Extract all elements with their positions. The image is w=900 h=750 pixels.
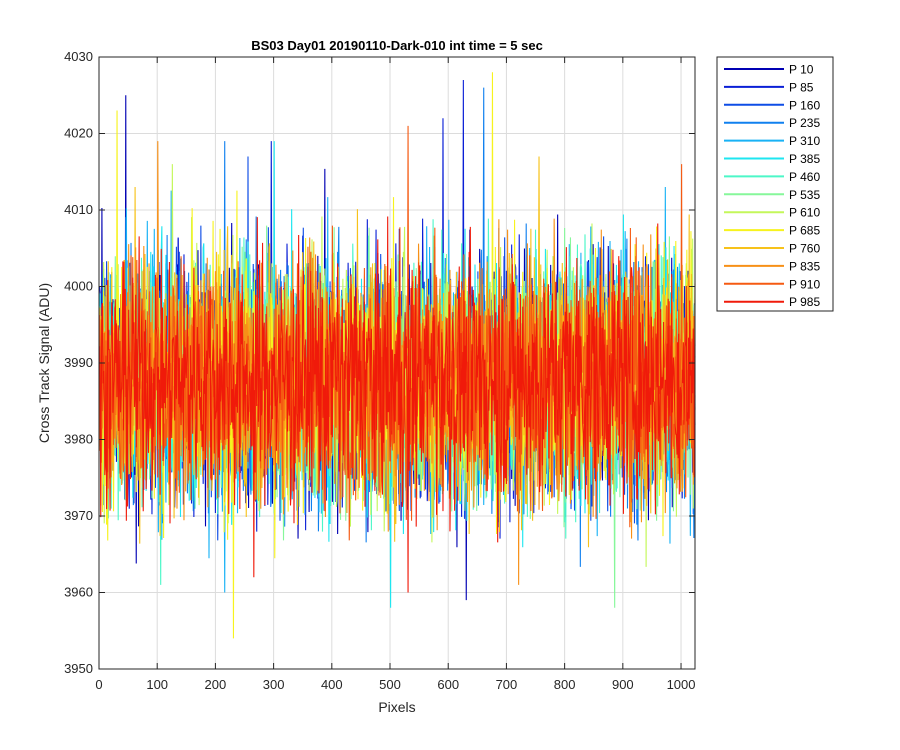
legend-label: P 910 (789, 277, 820, 291)
legend-label: P 235 (789, 116, 820, 130)
legend-item[interactable]: P 985 (724, 295, 820, 309)
x-tick-labels: 0 100 200 300 400 500 600 700 800 900 1000 (95, 677, 695, 692)
chart-title: BS03 Day01 20190110-Dark-010 int time = … (251, 38, 543, 53)
legend-item[interactable]: P 910 (724, 277, 820, 291)
x-tick-label: 500 (379, 677, 401, 692)
x-tick-label: 900 (612, 677, 634, 692)
legend-label: P 985 (789, 295, 820, 309)
y-tick-label: 4030 (64, 49, 93, 64)
y-axis-label: Cross Track Signal (ADU) (36, 283, 52, 443)
series-layer (99, 72, 696, 639)
x-tick-label: 0 (95, 677, 102, 692)
legend-item[interactable]: P 385 (724, 152, 820, 166)
legend-item[interactable]: P 835 (724, 259, 820, 273)
series-line (99, 216, 696, 593)
x-tick-label: 800 (554, 677, 576, 692)
legend-item[interactable]: P 85 (724, 80, 814, 94)
legend-item[interactable]: P 460 (724, 170, 820, 184)
legend-label: P 310 (789, 134, 820, 148)
legend-label: P 85 (789, 80, 814, 94)
legend-items: P 10 P 85 P 160 P 235 P 310 P 385 P 460 P 535 P … (724, 63, 820, 309)
legend-label: P 160 (789, 98, 820, 112)
legend-label: P 460 (789, 170, 820, 184)
x-tick-label: 600 (437, 677, 459, 692)
legend-item[interactable]: P 685 (724, 224, 820, 238)
y-tick-label: 3960 (64, 585, 93, 600)
y-tick-label: 3950 (64, 661, 93, 676)
legend-item[interactable]: P 310 (724, 134, 820, 148)
legend-item[interactable]: P 235 (724, 116, 820, 130)
y-tick-label: 3990 (64, 355, 93, 370)
legend-item[interactable]: P 535 (724, 188, 820, 202)
legend[interactable]: P 10 P 85 P 160 P 235 P 310 P 385 P 460 P 535 P … (716, 56, 834, 312)
legend-label: P 760 (789, 242, 820, 256)
y-tick-label: 4020 (64, 126, 93, 141)
y-tick-label: 3970 (64, 508, 93, 523)
x-tick-label: 1000 (667, 677, 696, 692)
y-tick-labels: 3950 3960 3970 3980 3990 4000 4010 4020 4030 (64, 49, 93, 676)
legend-label: P 685 (789, 224, 820, 238)
legend-label: P 10 (789, 63, 814, 77)
x-axis-label: Pixels (378, 699, 415, 715)
y-tick-label: 4010 (64, 202, 93, 217)
legend-label: P 535 (789, 188, 820, 202)
x-tick-label: 300 (263, 677, 285, 692)
x-tick-label: 100 (146, 677, 168, 692)
legend-label: P 835 (789, 259, 820, 273)
y-tick-label: 3980 (64, 432, 93, 447)
x-tick-label: 400 (321, 677, 343, 692)
legend-label: P 385 (789, 152, 820, 166)
legend-item[interactable]: P 160 (724, 98, 820, 112)
legend-item[interactable]: P 610 (724, 206, 820, 220)
x-tick-label: 700 (496, 677, 518, 692)
x-tick-label: 200 (205, 677, 227, 692)
tick-marks (98, 56, 695, 670)
legend-label: P 610 (789, 206, 820, 220)
y-tick-label: 4000 (64, 279, 93, 294)
legend-item[interactable]: P 10 (724, 63, 814, 77)
legend-item[interactable]: P 760 (724, 242, 820, 256)
legend-box (716, 56, 834, 312)
